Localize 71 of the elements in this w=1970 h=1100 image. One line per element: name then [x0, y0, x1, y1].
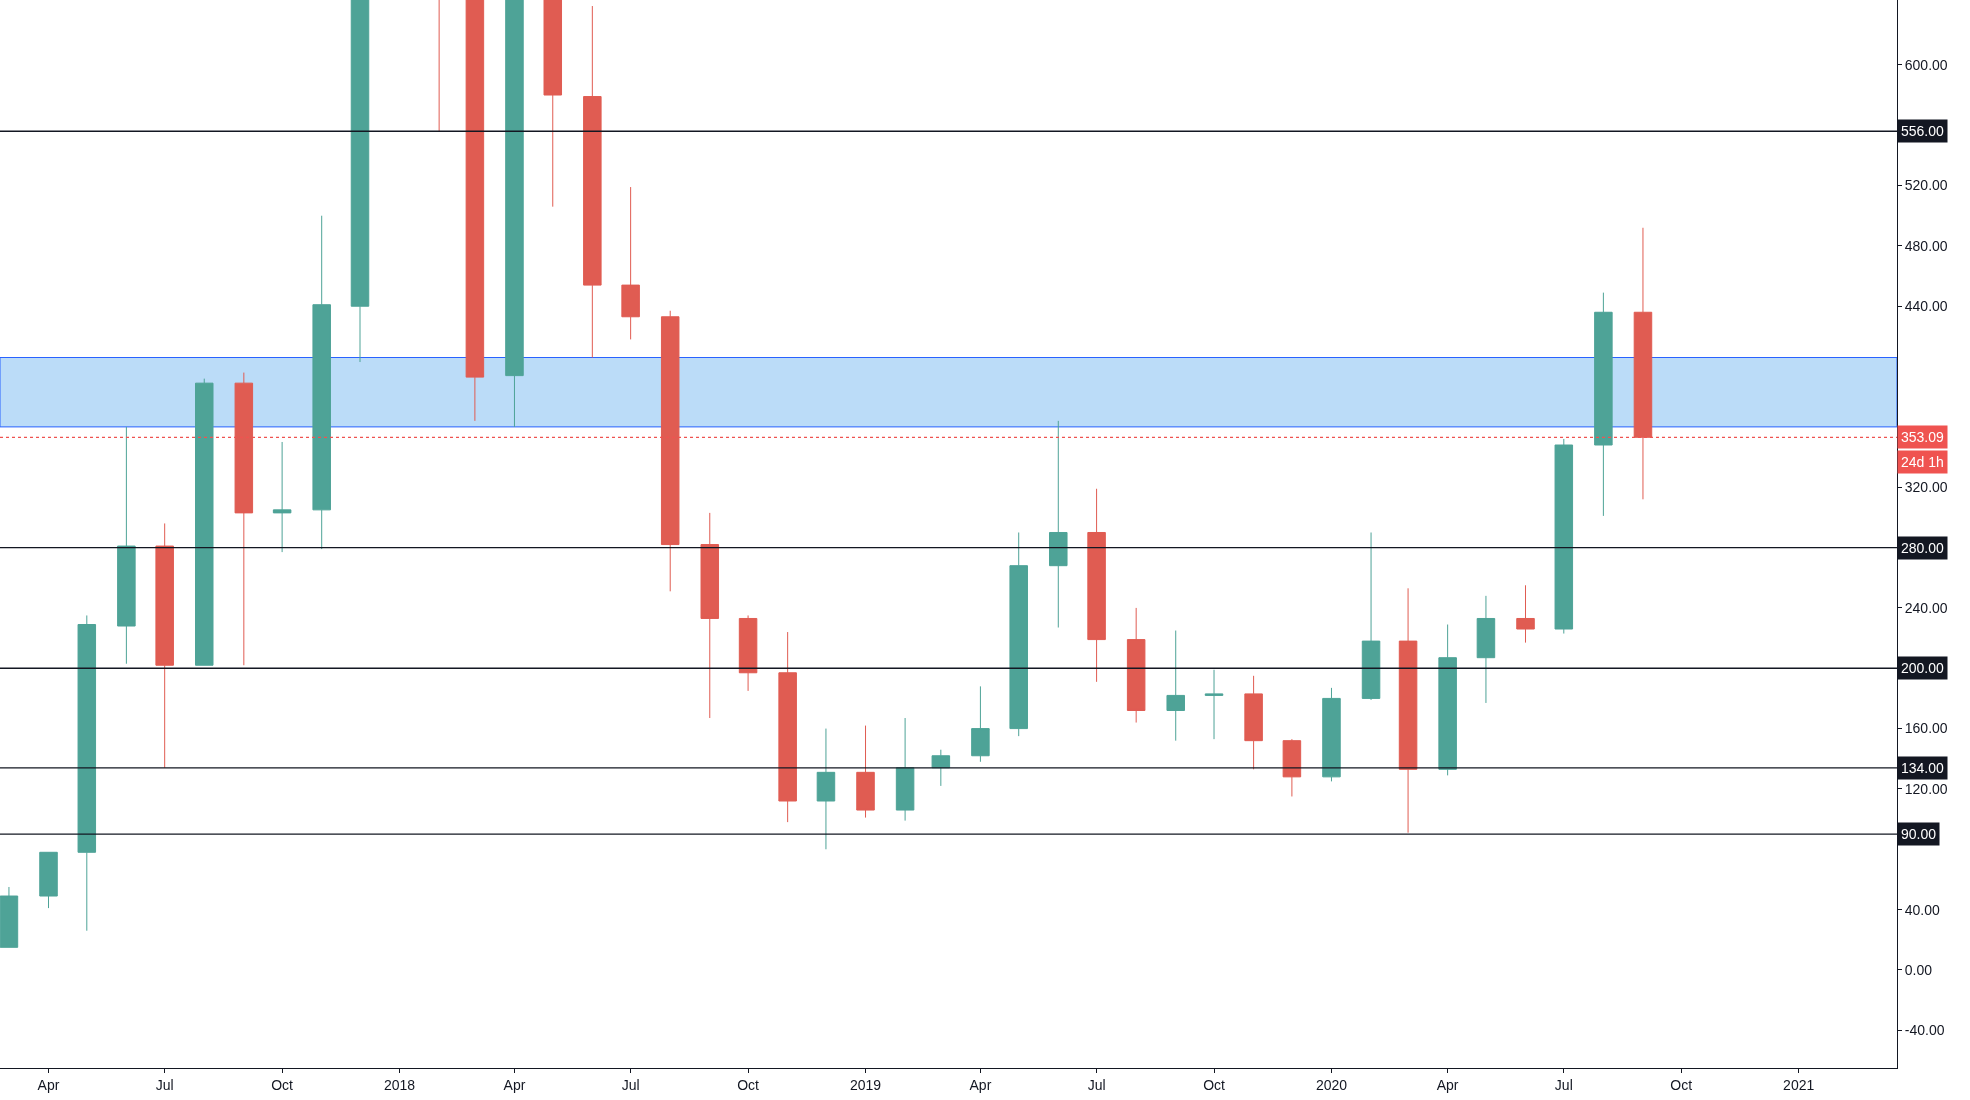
candlestick [77, 614, 97, 932]
x-tick-label: 2018 [383, 1076, 416, 1093]
ref-line-label: 280.00 [1901, 540, 1945, 556]
x-tick-label: Apr [37, 1076, 60, 1093]
candlestick [1166, 630, 1185, 742]
candlestick [1554, 438, 1574, 635]
candlestick [0, 886, 19, 948]
candlestick [1516, 584, 1535, 644]
candlestick [971, 685, 990, 763]
y-tick-label: -40.00 [1904, 1022, 1945, 1039]
y-tick-label: 480.00 [1904, 237, 1948, 254]
candlestick [1282, 738, 1302, 797]
candlestick [856, 725, 875, 819]
x-tick-label: 2019 [849, 1076, 882, 1093]
candlestick [1594, 292, 1613, 517]
y-tick-label: 40.00 [1904, 901, 1941, 918]
candlestick [1476, 595, 1496, 704]
candlestick [778, 631, 797, 823]
y-tick-label: 320.00 [1904, 479, 1948, 496]
candlestick [1049, 420, 1068, 629]
x-tick-label: Jul [621, 1076, 640, 1093]
x-tick-label: Oct [1670, 1076, 1693, 1093]
x-tick-label: Jul [155, 1076, 174, 1093]
candlestick [1126, 607, 1146, 724]
x-tick-label: 2020 [1315, 1076, 1348, 1093]
text: 24d 1h [1901, 454, 1944, 470]
ref-line-label: 134.00 [1901, 760, 1945, 776]
candlestick [1322, 687, 1341, 782]
y-tick-label: 440.00 [1904, 298, 1948, 315]
candlestick [1398, 587, 1418, 834]
ref-line-label: 556.00 [1901, 123, 1945, 139]
candlestick [195, 378, 214, 666]
candlestick [895, 717, 915, 822]
candlestick [816, 728, 836, 850]
x-tick-label: Apr [1436, 1076, 1459, 1093]
candlestick [931, 749, 951, 787]
x-tick-label: Jul [1554, 1076, 1573, 1093]
candlestick [1009, 531, 1028, 737]
candlestick [660, 310, 680, 592]
candlestick [621, 186, 640, 340]
candlestick [1204, 669, 1224, 740]
y-tick-label: 120.00 [1904, 780, 1948, 797]
y-tick-label: 600.00 [1904, 56, 1948, 73]
candlestick [39, 851, 58, 909]
candlestick [1633, 227, 1653, 500]
candlestick [700, 512, 720, 719]
candlestick [1361, 531, 1381, 701]
y-tick-label: 240.00 [1904, 599, 1948, 616]
x-tick-label: Apr [969, 1076, 992, 1093]
candlestick [234, 372, 254, 666]
x-tick-label: Oct [1203, 1076, 1226, 1093]
candlestick [155, 522, 174, 769]
x-tick-label: Oct [737, 1076, 760, 1093]
ref-line-label: 353.09 [1901, 429, 1945, 445]
x-tick-label: Apr [503, 1076, 526, 1093]
x-tick-label: Oct [271, 1076, 294, 1093]
candlestick [583, 5, 602, 359]
candlestick [1438, 624, 1457, 776]
candlestick [1087, 488, 1106, 683]
x-tick-label: 2021 [1783, 1076, 1815, 1093]
y-tick-label: 520.00 [1904, 177, 1948, 194]
candlestick [738, 614, 758, 692]
ref-line-label: 90.00 [1901, 826, 1937, 842]
candlestick [272, 441, 292, 553]
y-tick-label: 160.00 [1904, 720, 1948, 737]
y-tick-label: 0.00 [1904, 961, 1933, 978]
candlestick [117, 426, 136, 665]
ref-line-label: 200.00 [1901, 660, 1945, 676]
candlestick [1244, 675, 1263, 770]
candlestick [312, 215, 331, 550]
x-tick-label: Jul [1087, 1076, 1106, 1093]
